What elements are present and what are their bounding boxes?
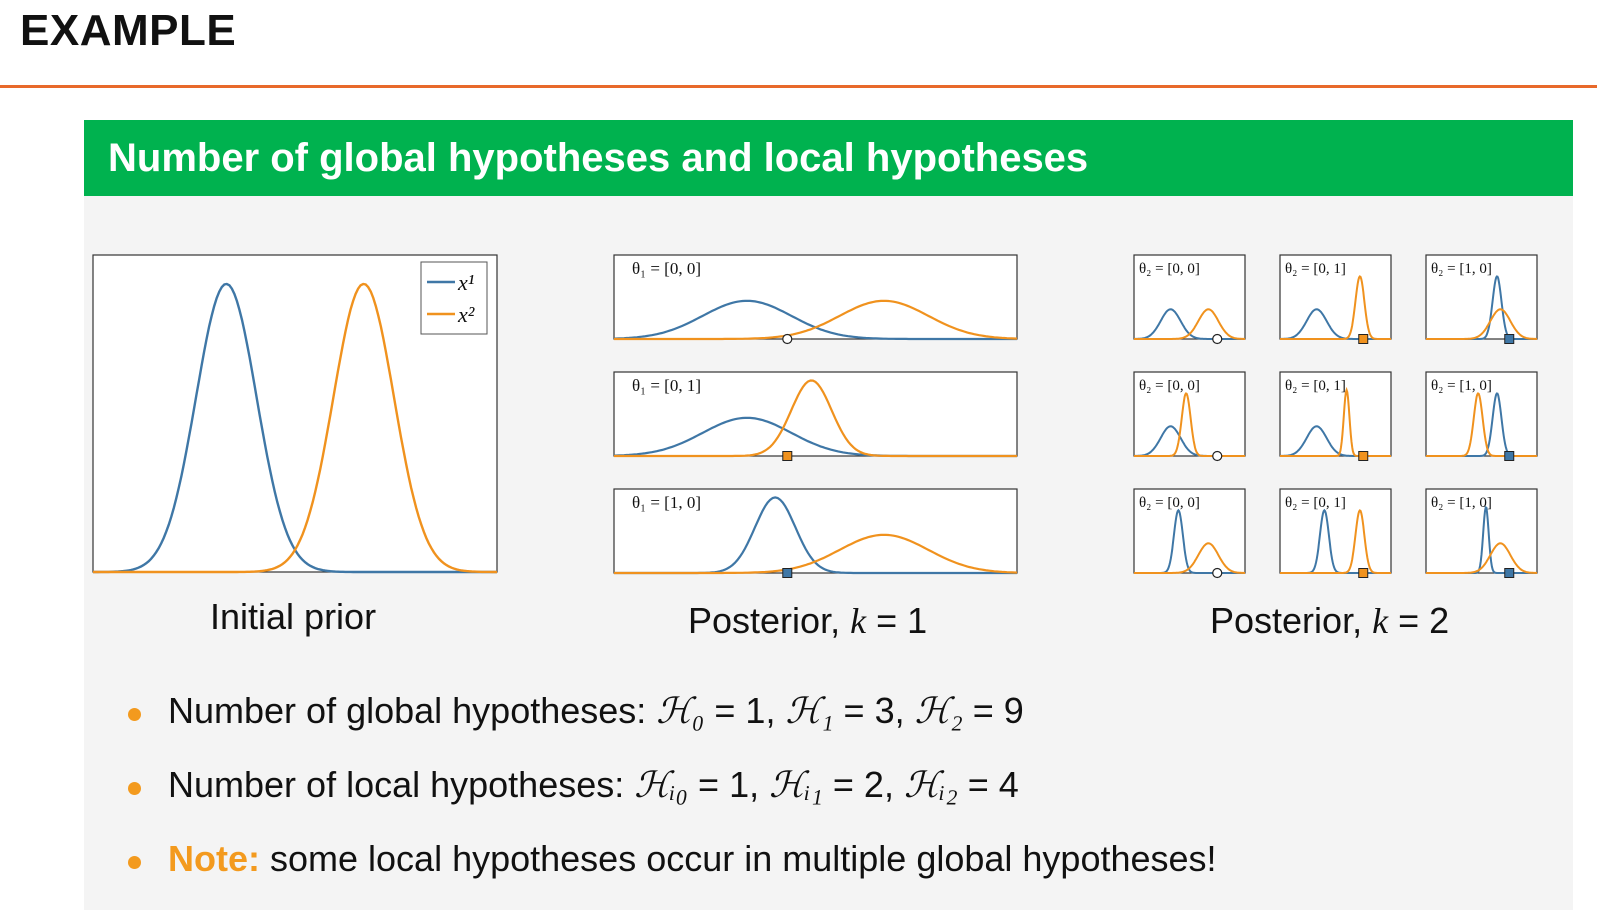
posterior-k1-orange-2 — [614, 379, 1017, 458]
posterior-k1-panel-1 — [613, 254, 1018, 340]
slide-title: EXAMPLE — [20, 6, 237, 55]
initial-prior-series-2 — [93, 282, 497, 574]
posterior-k2-orange-2-0 — [1134, 542, 1245, 574]
posterior-k1-panel-label-3: θ₁ = [1, 0] — [632, 493, 701, 512]
posterior-k2-panel-label-1-1: θ₂ = [0, 1] — [1285, 378, 1346, 394]
posterior-k1-panel-3 — [613, 488, 1018, 574]
posterior-k1-panel-2 — [613, 371, 1018, 457]
posterior-k2-panel-label-0-2: θ₂ = [1, 0] — [1431, 261, 1492, 277]
title-rule — [0, 85, 1597, 88]
posterior-k2-orange-1-1 — [1280, 386, 1391, 457]
posterior-k2-panel-label-0-1: θ₂ = [0, 1] — [1285, 261, 1346, 277]
posterior-k2-orange-0-1 — [1280, 275, 1391, 340]
legend-label-1: x¹ — [457, 270, 474, 295]
posterior-k2-orange-1-2 — [1426, 392, 1537, 457]
posterior-k2-marker-2-0 — [1212, 567, 1223, 579]
posterior-k2-panel-0-0 — [1133, 254, 1246, 340]
posterior-k2-marker-0-2 — [1504, 334, 1515, 344]
block-title: Number of global hypotheses and local hy… — [84, 120, 1573, 196]
posterior-k2-orange-1-0 — [1134, 392, 1245, 457]
posterior-k2-panel-label-1-2: θ₂ = [1, 0] — [1431, 378, 1492, 394]
posterior-k1-panel-label-1: θ₁ = [0, 0] — [632, 259, 701, 278]
posterior-k1-panel-label-2: θ₁ = [0, 1] — [632, 376, 701, 395]
bullet-list: Number of global hypotheses: ℋ₀ = 1, ℋ₁ … — [128, 690, 1217, 912]
posterior-k2-marker-0-1 — [1358, 334, 1369, 344]
caption-posterior-k1: Posterior, k = 1 — [688, 600, 928, 641]
posterior-k1-orange-1 — [614, 299, 1018, 341]
posterior-k2-panel-label-0-0: θ₂ = [0, 0] — [1139, 261, 1200, 277]
posterior-k2-panel-1-1 — [1279, 371, 1392, 457]
posterior-k2-panel-2-1 — [1279, 488, 1392, 574]
bullet-local-hypotheses: Number of local hypotheses: ℋᵢ₀ = 1, ℋᵢ₁… — [128, 764, 1217, 838]
posterior-k2-marker-1-1 — [1358, 451, 1369, 461]
caption-posterior-k2: Posterior, k = 2 — [1210, 600, 1450, 641]
posterior-k2-orange-0-0 — [1134, 308, 1245, 340]
bullet-global-hypotheses: Number of global hypotheses: ℋ₀ = 1, ℋ₁ … — [128, 690, 1217, 764]
bullet-note: Note: some local hypotheses occur in mul… — [128, 838, 1217, 912]
posterior-k2-marker-2-2 — [1504, 568, 1515, 578]
posterior-k2-panel-1-2 — [1425, 371, 1538, 457]
posterior-k2-marker-1-2 — [1504, 451, 1515, 461]
posterior-k2-panel-0-1 — [1279, 254, 1392, 340]
posterior-k1-marker-3 — [782, 568, 793, 578]
posterior-k2-marker-1-0 — [1212, 450, 1223, 462]
legend-label-2: x² — [457, 302, 475, 327]
posterior-k2-panel-label-2-2: θ₂ = [1, 0] — [1431, 495, 1492, 511]
posterior-k1-marker-2 — [782, 451, 793, 461]
posterior-k2-marker-0-0 — [1212, 333, 1223, 345]
posterior-k2-panel-label-1-0: θ₂ = [0, 0] — [1139, 378, 1200, 394]
posterior-k2-orange-2-2 — [1426, 542, 1537, 574]
posterior-k2-orange-0-2 — [1426, 308, 1537, 340]
posterior-k2-panel-2-0 — [1133, 488, 1246, 574]
posterior-k2-orange-2-1 — [1280, 509, 1391, 574]
initial-prior-legend — [420, 261, 488, 335]
posterior-k2-marker-2-1 — [1358, 568, 1369, 578]
posterior-k1-marker-1 — [782, 333, 793, 345]
posterior-k2-panel-label-2-0: θ₂ = [0, 0] — [1139, 495, 1200, 511]
posterior-k2-panel-label-2-1: θ₂ = [0, 1] — [1285, 495, 1346, 511]
caption-initial-prior: Initial prior — [210, 596, 377, 637]
posterior-k1-orange-3 — [614, 533, 1018, 575]
